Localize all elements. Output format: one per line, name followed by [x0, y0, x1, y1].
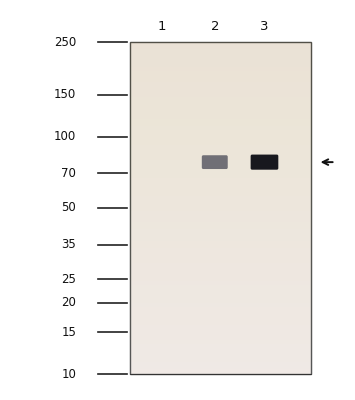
Text: 20: 20 — [61, 296, 76, 309]
Text: 70: 70 — [61, 167, 76, 180]
Text: 250: 250 — [54, 36, 76, 48]
Text: 25: 25 — [61, 273, 76, 286]
Text: 35: 35 — [61, 238, 76, 251]
Text: 15: 15 — [61, 326, 76, 339]
FancyBboxPatch shape — [251, 154, 278, 170]
Text: 50: 50 — [61, 202, 76, 214]
Text: 150: 150 — [54, 88, 76, 101]
Text: 100: 100 — [54, 130, 76, 143]
Bar — [130, 42, 311, 374]
Text: 1: 1 — [157, 20, 166, 32]
Text: 3: 3 — [260, 20, 269, 32]
FancyBboxPatch shape — [202, 155, 228, 169]
Text: 2: 2 — [211, 20, 219, 32]
Text: 10: 10 — [61, 368, 76, 380]
